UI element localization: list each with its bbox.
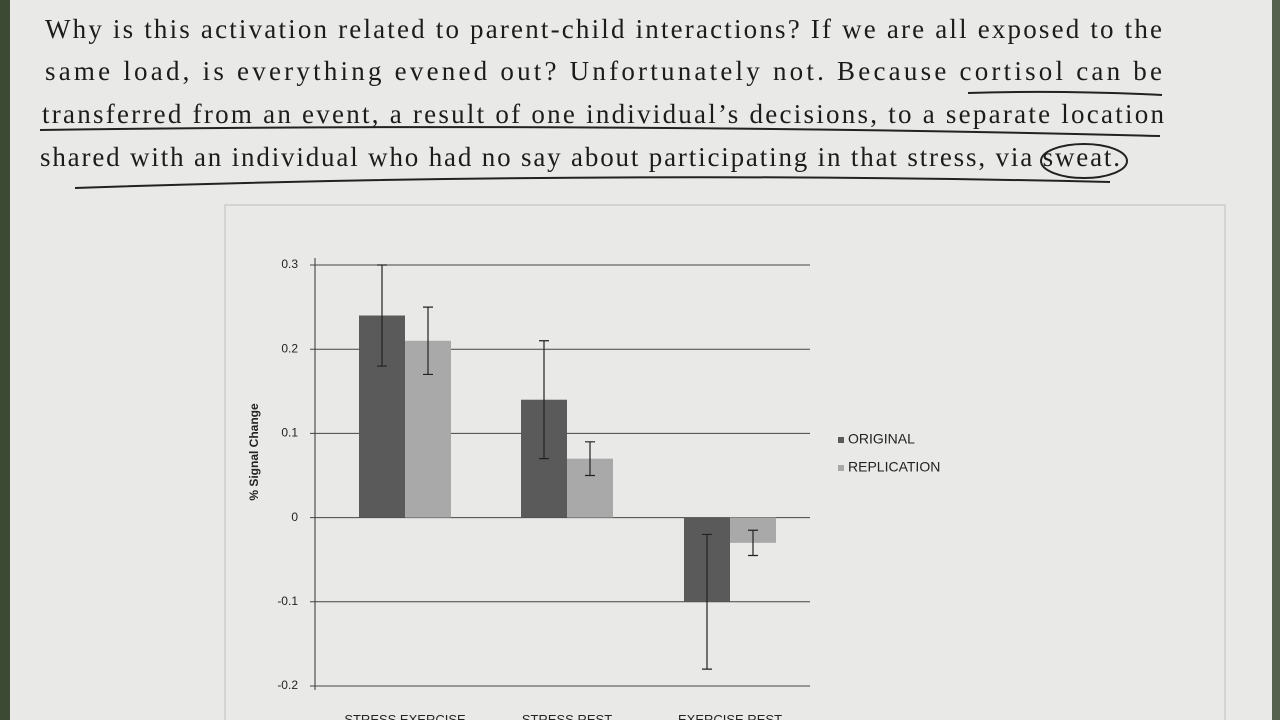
error-bar bbox=[377, 264, 387, 367]
legend-swatch bbox=[838, 465, 844, 471]
error-bar bbox=[423, 306, 433, 376]
book-page bbox=[10, 0, 1272, 720]
error-bar bbox=[702, 533, 712, 670]
y-tick-label: 0.1 bbox=[281, 426, 298, 440]
chart-frame bbox=[224, 204, 1226, 720]
paragraph-line: transferred from an event, a result of o… bbox=[42, 99, 1165, 129]
legend-label: REPLICATION bbox=[848, 459, 940, 475]
legend-label: ORIGINAL bbox=[848, 431, 915, 447]
x-tick-label: STRESS REST bbox=[522, 712, 612, 720]
y-tick-label: -0.1 bbox=[277, 594, 298, 608]
paragraph-line: shared with an individual who had no say… bbox=[40, 142, 1120, 172]
y-axis-label: % Signal Change bbox=[247, 403, 261, 501]
error-bar bbox=[585, 441, 595, 477]
y-tick-label: 0.2 bbox=[281, 341, 298, 355]
y-tick-label: 0 bbox=[291, 510, 298, 524]
y-tick-label: 0.3 bbox=[281, 257, 298, 271]
error-bar bbox=[539, 340, 549, 460]
ink-annotations bbox=[39, 90, 1163, 189]
legend-swatch bbox=[838, 437, 844, 443]
x-tick-label: STRESS EXERCISE bbox=[344, 712, 466, 720]
x-tick-label: EXERCISE REST bbox=[678, 712, 782, 720]
paragraph-line: same load, is everything evened out? Unf… bbox=[45, 56, 1162, 86]
background-edge bbox=[1272, 0, 1280, 720]
background-edge bbox=[0, 0, 10, 720]
error-bar bbox=[748, 529, 758, 557]
y-tick-label: -0.2 bbox=[277, 678, 298, 692]
paragraph-line: Why is this activation related to parent… bbox=[45, 14, 1162, 44]
